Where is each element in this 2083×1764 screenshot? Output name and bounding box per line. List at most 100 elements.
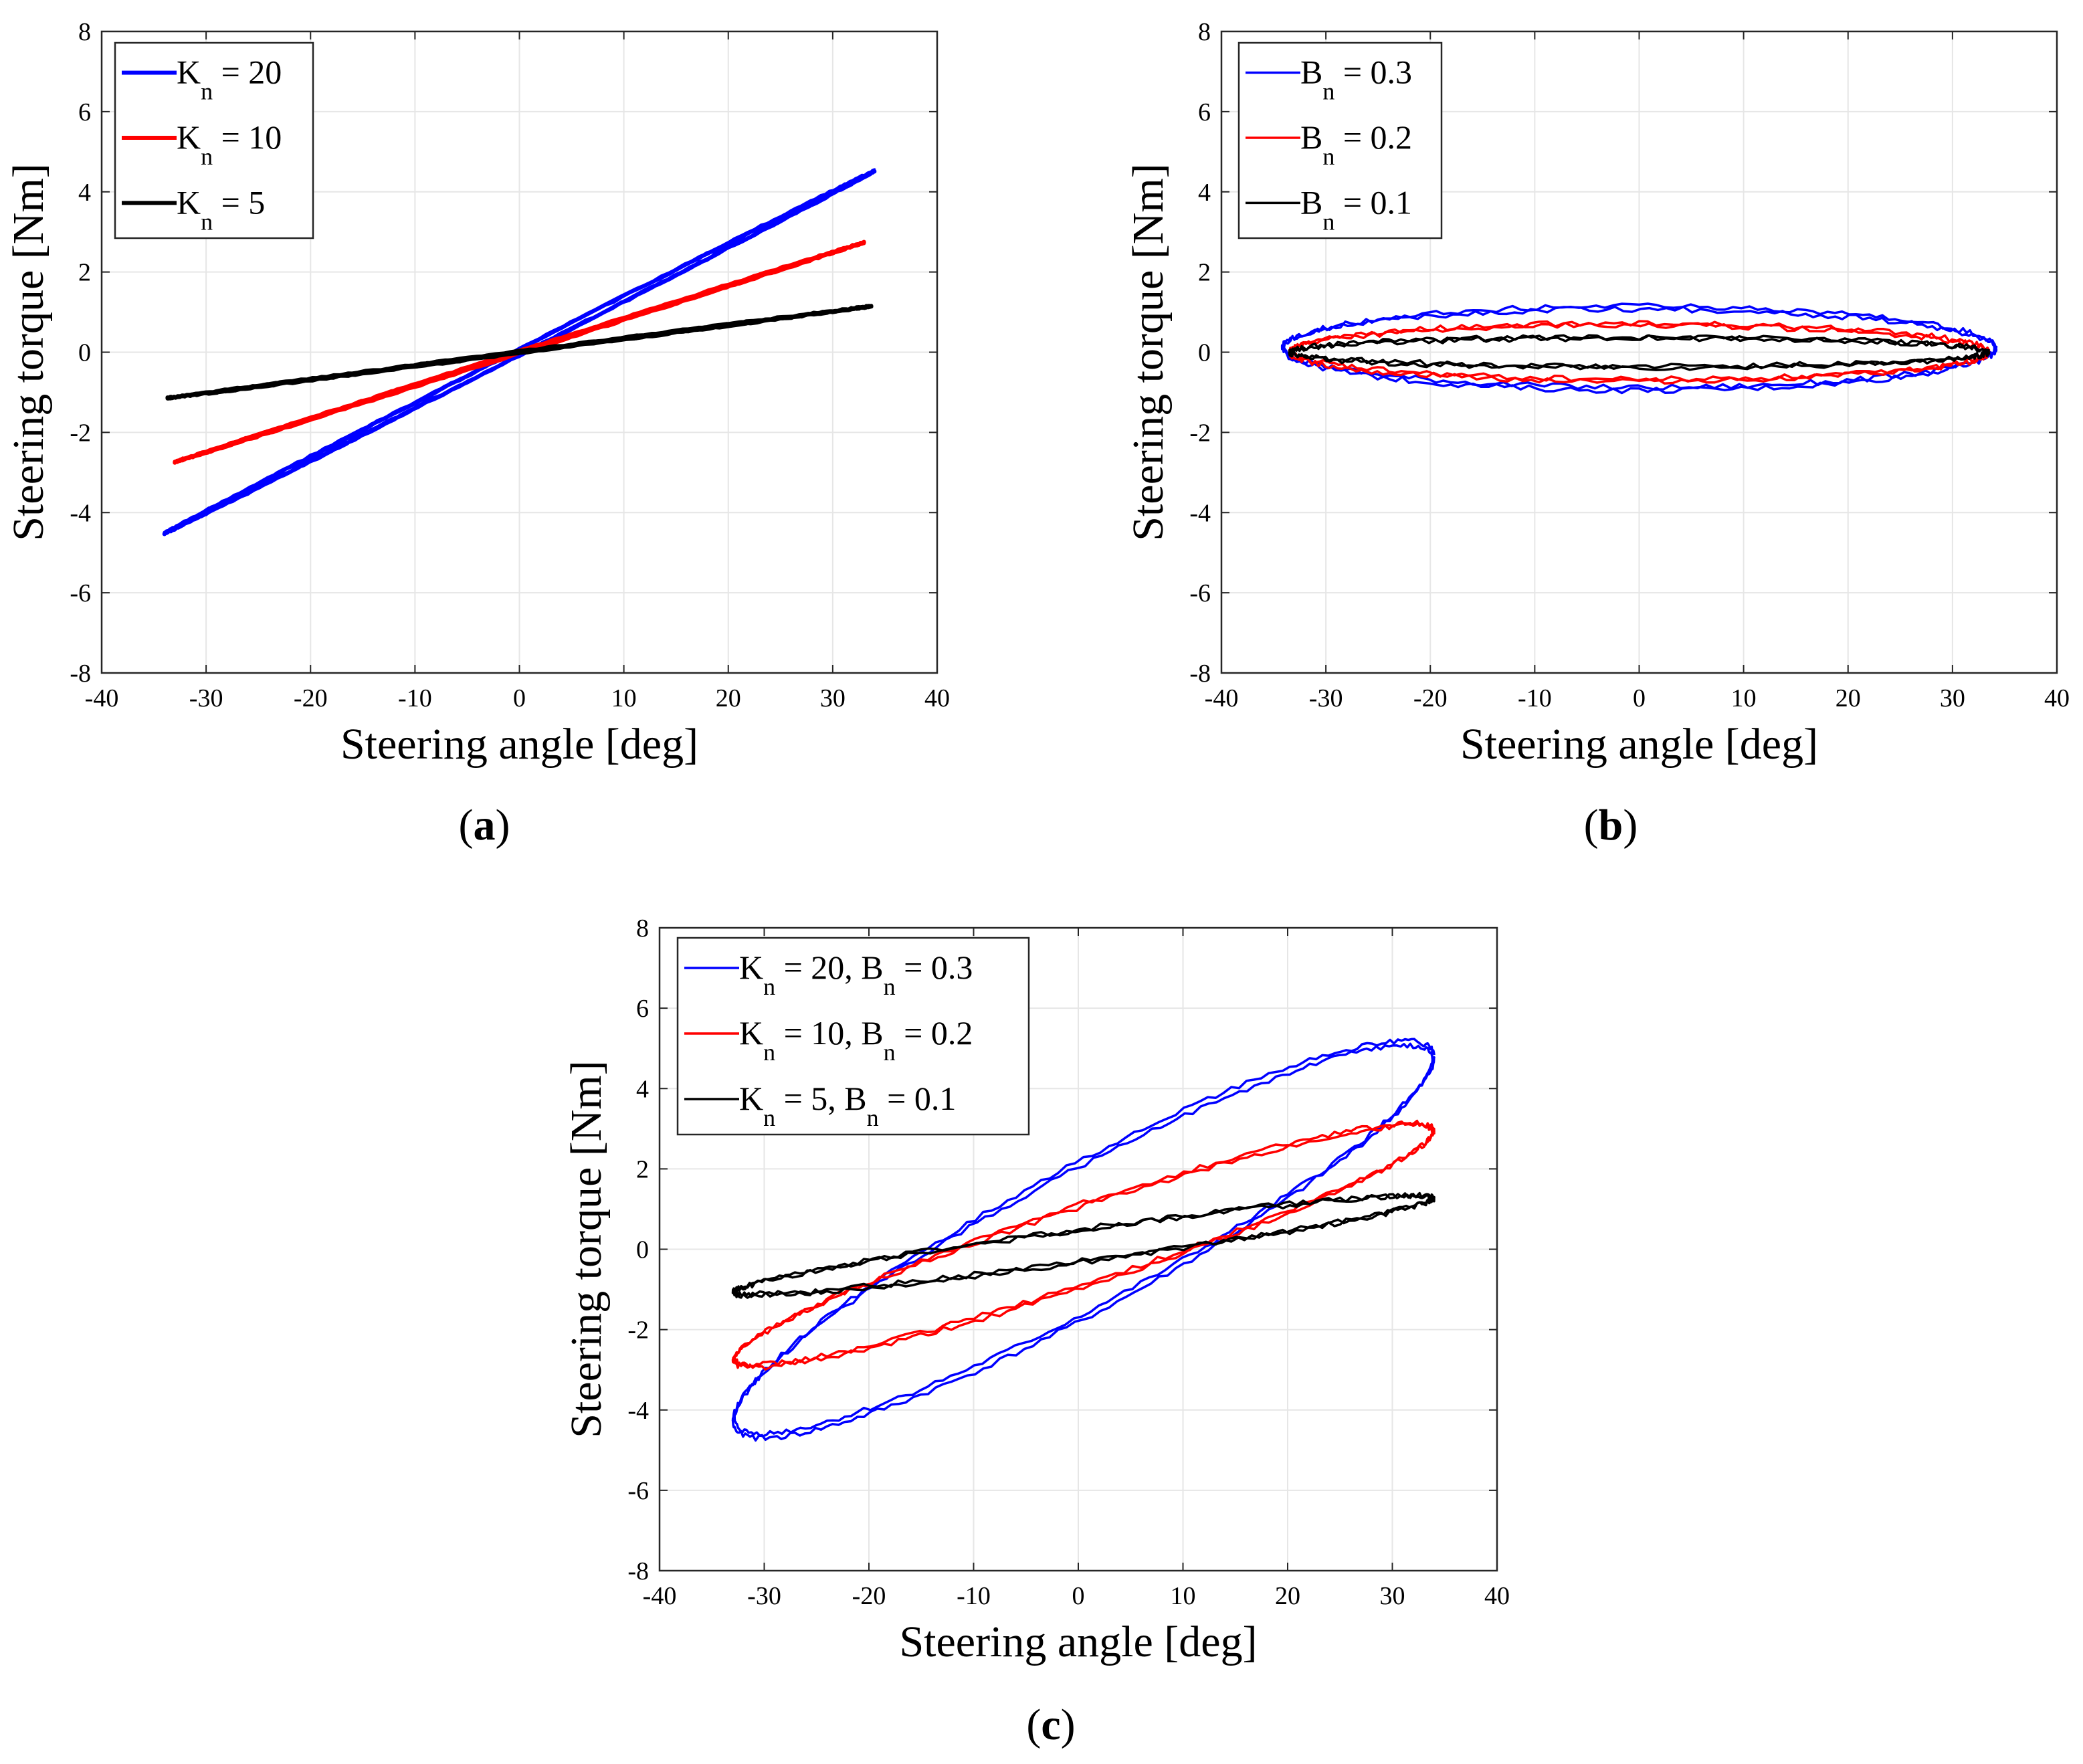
y-tick-label: -2 <box>70 419 91 447</box>
y-tick-label: 6 <box>1198 98 1211 126</box>
y-tick-label: 0 <box>78 339 91 367</box>
legend-subscript: n <box>763 1039 775 1066</box>
x-axis-label: Steering angle [deg] <box>340 720 698 769</box>
y-tick-label: 2 <box>636 1155 649 1183</box>
series-line-3 <box>731 1191 1435 1299</box>
x-tick-label: -30 <box>747 1582 781 1610</box>
legend-subscript: n <box>884 1039 896 1066</box>
y-tick-label: -4 <box>1189 499 1211 527</box>
legend-entry: Kn = 10 <box>177 118 282 170</box>
x-tick-label: 40 <box>2044 684 2070 712</box>
y-tick-label: 2 <box>1198 259 1211 287</box>
legend-symbol: K <box>739 1080 763 1117</box>
x-tick-label: 30 <box>820 684 846 712</box>
x-tick-label: -40 <box>1205 684 1239 712</box>
x-tick-label: 20 <box>716 684 741 712</box>
x-tick-label: 0 <box>1072 1582 1085 1610</box>
x-tick-label: -30 <box>189 684 223 712</box>
legend-value: = 10 <box>213 118 282 156</box>
series-line-1 <box>731 1038 1435 1442</box>
x-tick-label: -10 <box>1518 684 1552 712</box>
x-tick-label: -10 <box>398 684 432 712</box>
y-tick-label: -6 <box>1189 579 1211 607</box>
y-axis-label: Steering torque [Nm] <box>1124 163 1173 541</box>
series-line-3 <box>1288 334 1991 371</box>
y-tick-label: -8 <box>627 1557 649 1585</box>
legend-entry: Bn = 0.2 <box>1300 118 1412 170</box>
legend-value: = 0.2 <box>896 1014 973 1052</box>
panel-a: -40 -30 -20 -10 0 10 20 30 40-8-6-4-202468Steeri… <box>4 18 950 850</box>
legend-value: = 0.3 <box>896 949 973 986</box>
x-tick-label: 0 <box>1633 684 1646 712</box>
y-axis-label: Steering torque [Nm] <box>4 163 53 541</box>
x-axis-label: Steering angle [deg] <box>899 1618 1257 1666</box>
legend-box <box>114 41 314 239</box>
x-tick-label: -40 <box>85 684 119 712</box>
legend-box <box>1237 41 1443 239</box>
x-axis-label: Steering angle [deg] <box>1460 720 1818 769</box>
x-tick-label: -10 <box>957 1582 991 1610</box>
legend-box <box>676 937 1030 1136</box>
x-tick-label: -20 <box>294 684 328 712</box>
y-axis-label: Steering torque [Nm] <box>562 1060 611 1438</box>
legend-entry: Kn = 5, Bn = 0.1 <box>739 1080 956 1131</box>
series-line-2 <box>173 239 866 465</box>
y-tick-label: -8 <box>1189 660 1211 688</box>
legend-symbol: B <box>1300 54 1322 91</box>
legend-entry: Kn = 5 <box>177 183 265 235</box>
legend-subscript: n <box>201 208 213 235</box>
legend-entry: Kn = 10, Bn = 0.2 <box>739 1014 973 1066</box>
x-tick-label: -20 <box>1413 684 1448 712</box>
legend-symbol: B <box>1300 183 1322 221</box>
subfigure-label: (c) <box>1026 1700 1075 1749</box>
legend-symbol: K <box>177 183 201 221</box>
legend-subscript: n <box>763 973 775 1000</box>
y-tick-label: -4 <box>70 499 91 527</box>
series-line-3 <box>165 304 874 401</box>
x-tick-label: 10 <box>611 684 637 712</box>
legend: Kn = 20, Bn = 0.3Kn = 10, Bn = 0.2Kn = 5… <box>676 937 1030 1136</box>
y-tick-label: -8 <box>70 660 91 688</box>
y-tick-label: -4 <box>627 1397 649 1425</box>
legend: Bn = 0.3Bn = 0.2Bn = 0.1 <box>1237 41 1443 239</box>
legend-value: = 5 <box>213 183 265 221</box>
legend-value: = 0.1 <box>1334 183 1412 221</box>
legend-subscript: n <box>1322 143 1334 170</box>
x-tick-label: 10 <box>1171 1582 1196 1610</box>
subfigure-label: (a) <box>459 801 510 850</box>
y-tick-label: 2 <box>78 259 91 287</box>
y-tick-label: 0 <box>1198 339 1211 367</box>
y-tick-label: 4 <box>636 1075 649 1103</box>
x-tick-label: -30 <box>1309 684 1343 712</box>
y-tick-label: 0 <box>636 1236 649 1264</box>
y-tick-label: -6 <box>70 579 91 607</box>
legend-entry: Bn = 0.1 <box>1300 183 1412 235</box>
y-tick-label: 4 <box>1198 179 1211 207</box>
panel-c: -40 -30 -20 -10 0 10 20 30 40-8-6-4-202468Steeri… <box>562 914 1510 1749</box>
y-tick-label: 6 <box>78 98 91 126</box>
legend-subscript: n <box>1322 78 1334 105</box>
legend-value: = 0.1 <box>879 1080 957 1117</box>
x-tick-label: -40 <box>643 1582 677 1610</box>
x-tick-label: 20 <box>1836 684 1861 712</box>
y-tick-label: 8 <box>1198 18 1211 46</box>
series-line-1 <box>1280 302 1998 395</box>
legend-symbol: K <box>739 1014 763 1052</box>
legend-subscript: n <box>1322 208 1334 235</box>
legend-symbol: K <box>177 118 201 156</box>
x-tick-label: 40 <box>924 684 950 712</box>
legend-symbol: K <box>177 54 201 91</box>
legend-entry: Kn = 20, Bn = 0.3 <box>739 949 973 1000</box>
x-tick-label: 30 <box>1940 684 1965 712</box>
y-tick-label: 4 <box>78 179 91 207</box>
series-line-1 <box>162 168 877 536</box>
legend-subscript: n <box>763 1104 775 1131</box>
y-tick-label: 6 <box>636 995 649 1023</box>
x-tick-label: -20 <box>852 1582 886 1610</box>
legend-subscript: n <box>867 1104 879 1131</box>
legend-value: = 10, B <box>775 1014 884 1052</box>
legend: Kn = 20 Kn = 10 Kn = 5 <box>114 41 314 239</box>
y-tick-label: -2 <box>627 1316 649 1345</box>
legend-value: = 20 <box>213 54 282 91</box>
